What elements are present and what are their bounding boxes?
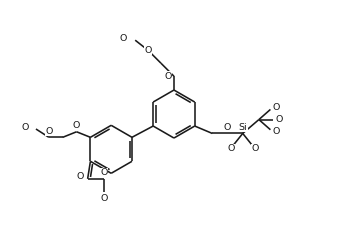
Text: O: O xyxy=(45,127,52,136)
Text: O: O xyxy=(224,123,231,132)
Text: O: O xyxy=(22,123,29,132)
Text: Si: Si xyxy=(238,123,247,132)
Text: O: O xyxy=(273,103,280,112)
Text: O: O xyxy=(273,127,280,136)
Text: O: O xyxy=(227,144,235,153)
Text: O: O xyxy=(276,115,283,124)
Text: O: O xyxy=(119,34,127,43)
Text: O: O xyxy=(251,144,259,153)
Text: O: O xyxy=(164,72,172,81)
Text: O: O xyxy=(100,194,108,203)
Text: O: O xyxy=(73,121,80,130)
Text: O: O xyxy=(100,168,108,177)
Text: O: O xyxy=(144,46,152,55)
Text: O: O xyxy=(76,172,84,181)
